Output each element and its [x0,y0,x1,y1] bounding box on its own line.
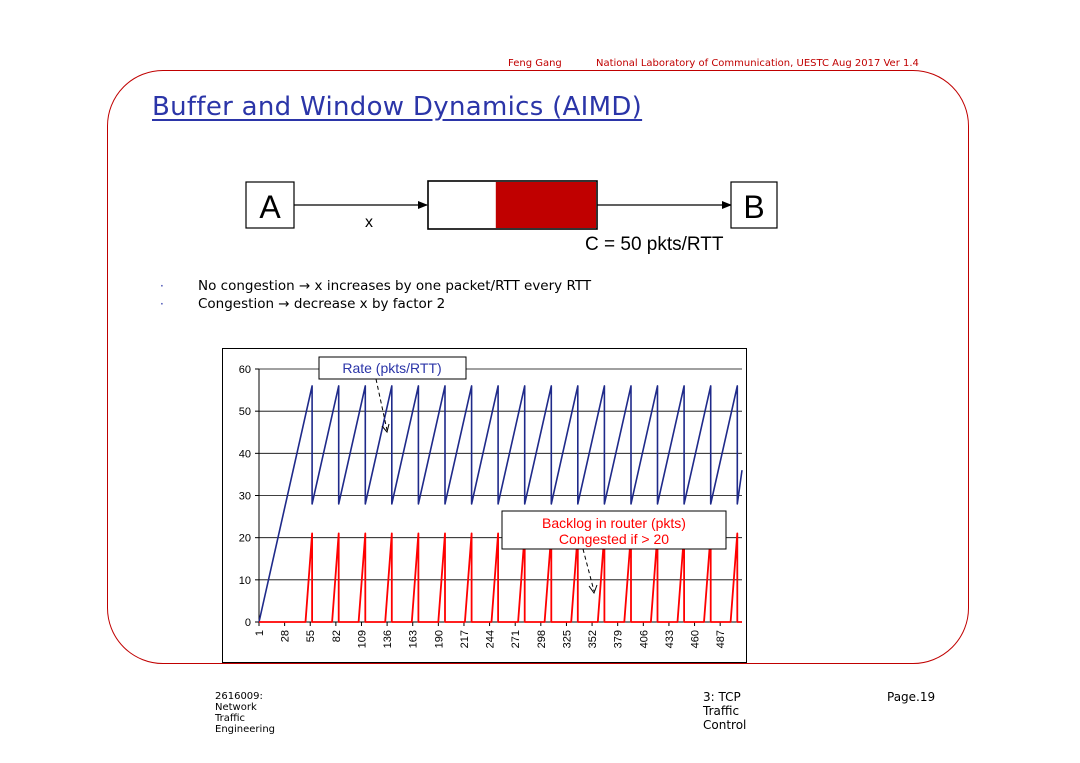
slide-frame [107,70,969,664]
x-tick-label: 217 [459,630,471,648]
footer-course: 2616009: Network Traffic Engineering [215,691,275,735]
x-tick-label: 460 [690,630,702,648]
x-tick-label: 163 [408,630,420,648]
node-a-box [245,181,295,229]
bullet-text: No congestion → x increases by one packe… [198,278,592,294]
x-tick-label: 379 [613,630,625,648]
x-tick-label: 55 [305,630,317,642]
flow-label: x [365,214,373,231]
x-tick-label: 406 [638,630,650,648]
rate-callout-label: Rate (pkts/RTT) [342,360,441,376]
y-tick-label: 0 [245,617,251,629]
x-tick-label: 433 [664,630,676,648]
bullet-text: Congestion → decrease x by factor 2 [198,296,446,312]
bullet-dot: · [160,297,164,311]
backlog-callout-arrowhead [588,584,598,595]
bullet-dot: · [160,279,164,293]
rate-callout-box [318,356,467,380]
x-tick-label: 271 [510,630,522,648]
backlog-callout-label: Congested if > 20 [559,531,669,547]
x-axis: 1 28 55 82 109 136 163 190 217 244 271 298 325 352 379… [254,621,742,648]
bullet-list: · No congestion → x increases by one pac… [160,277,591,313]
backlog-callout-pointer [582,548,595,592]
rate-callout-pointer [375,378,388,431]
backlog-callout-box [501,510,727,550]
node-b-label: B [743,189,764,225]
x-tick-label: 298 [536,630,548,648]
node-a-label: A [259,189,281,225]
node-b-box [730,181,778,229]
bullet-item: · Congestion → decrease x by factor 2 [160,295,591,313]
x-tick-label: 28 [280,630,292,642]
header-affiliation: National Laboratory of Communication, UE… [596,58,919,69]
x-tick-label: 1 [254,630,266,636]
backlog-callout-label: Backlog in router (pkts) [542,515,686,531]
chart-annotations: Rate (pkts/RTT) Backlog in router (pkts)C… [318,356,727,595]
x-tick-label: 244 [485,630,497,648]
y-tick-label: 20 [239,533,251,545]
x-tick-label: 352 [587,630,599,648]
y-tick-label: 10 [239,575,251,587]
x-tick-label: 82 [331,630,343,642]
rate-series-line [258,385,743,623]
footer-chapter: 3: TCP Traffic Control [703,690,747,732]
chart-border [222,348,747,663]
x-tick-label: 136 [382,630,394,648]
capacity-label: C = 50 pkts/RTT [585,234,724,255]
bullet-item: · No congestion → x increases by one pac… [160,277,591,295]
aimd-chart: 0 10 20 30 40 50 60 1 28 55 82 109 136 163 190 217 244 2… [222,348,747,663]
buffer-fill [495,182,596,228]
y-tick-label: 40 [239,448,251,460]
y-tick-label: 60 [239,364,251,376]
x-tick-label: 487 [715,630,727,648]
rate-callout-arrowhead [381,423,390,434]
footer-page-number: Page.19 [887,690,936,704]
header-author: Feng Gang [508,58,562,69]
slide-title: Buffer and Window Dynamics (AIMD) [152,92,643,122]
x-tick-label: 109 [356,630,368,648]
slide-header: Feng Gang National Laboratory of Communi… [0,58,1080,74]
y-tick-label: 50 [239,406,251,418]
x-tick-label: 325 [561,630,573,648]
y-tick-label: 30 [239,491,251,503]
x-tick-label: 190 [433,630,445,648]
